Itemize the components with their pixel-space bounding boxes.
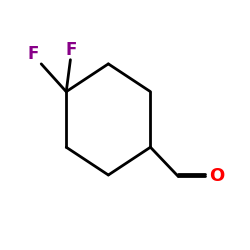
Text: F: F <box>28 45 39 63</box>
Text: O: O <box>210 168 225 186</box>
Text: F: F <box>65 40 77 58</box>
